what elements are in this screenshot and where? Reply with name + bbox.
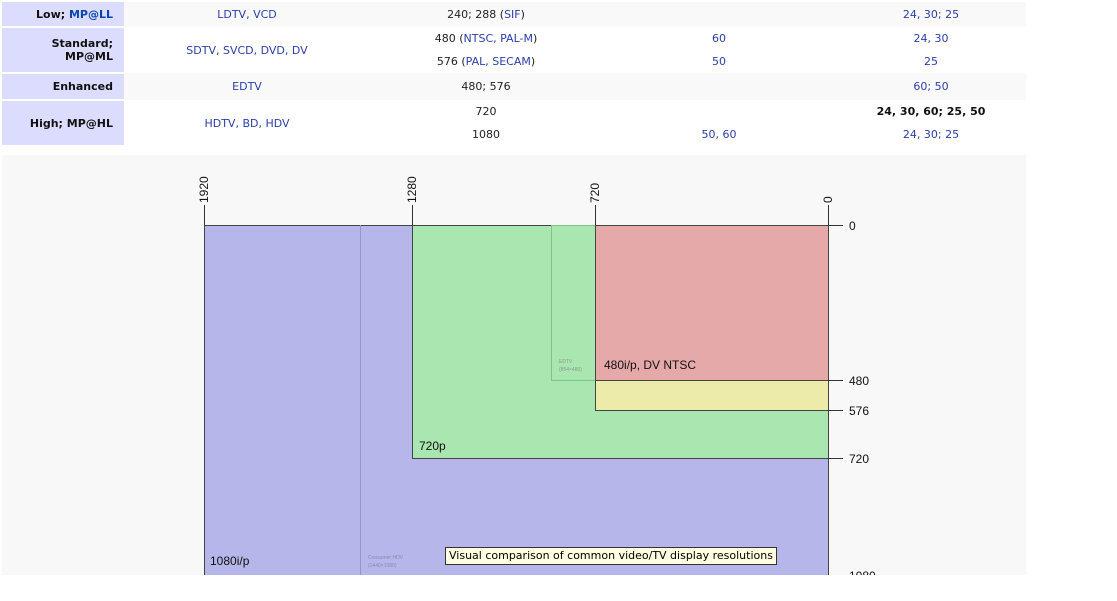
label-ntsc: 480i/p, DV NTSC: [604, 358, 696, 372]
lines-cell: 480; 576: [370, 73, 602, 100]
resolution-diagram: 1920 1280 720 0 0 480 576 720 1080 480i/…: [197, 176, 876, 575]
tick-1080: 1080: [849, 569, 876, 575]
pal-link[interactable]: PAL, SECAM: [465, 55, 531, 68]
mp-ll-link[interactable]: MP@LL: [68, 7, 113, 21]
label-hdv: Consumer HDV: [368, 555, 404, 561]
fps-cell[interactable]: 25: [836, 50, 1026, 73]
resolution-comparison-figure[interactable]: 1920 1280 720 0 0 480 576 720 1080 480i/…: [2, 155, 1026, 575]
level-low-text: Low;: [36, 7, 69, 21]
formats-cell[interactable]: EDTV: [124, 73, 370, 100]
lines-text: 576 (: [436, 55, 466, 68]
formats-cell[interactable]: SDTV, SVCD, DVD, DV: [124, 27, 370, 73]
rate-cell: [602, 2, 836, 27]
formats-cell[interactable]: LDTV, VCD: [124, 2, 370, 27]
fps-cell[interactable]: 24, 30: [836, 27, 1026, 50]
label-hdv-size: (1440×1080): [368, 563, 397, 569]
lines-text: 240; 288 (: [447, 8, 505, 21]
table-row: Enhanced EDTV 480; 576 60; 50: [2, 73, 1026, 101]
right-axis: [828, 225, 843, 459]
table-row: High; MP@HL HDTV, BD, HDV 720 24, 30, 60…: [2, 100, 1026, 147]
row-header-standard: Standard; MP@ML: [2, 27, 124, 74]
resolution-table: Low; MP@LL LDTV, VCD 240; 288 (SIF) 24, …: [2, 2, 1026, 147]
table-row: 576 (PAL, SECAM) 50 25: [2, 50, 1026, 73]
rate-cell[interactable]: 50, 60: [602, 123, 836, 146]
lines-suffix: ): [532, 32, 538, 45]
lines-suffix: ): [530, 55, 536, 68]
table-row: Standard; MP@ML SDTV, SVCD, DVD, DV 480 …: [2, 27, 1026, 74]
label-edtv: EDTV: [559, 359, 573, 365]
lines-text: 480 (: [434, 32, 464, 45]
fps-cell: 24, 30, 60; 25, 50: [836, 100, 1026, 123]
lines-cell: 576 (PAL, SECAM): [370, 50, 602, 73]
label-edtv-size: (854×480): [559, 367, 582, 373]
rate-cell[interactable]: 50: [602, 50, 836, 73]
tick-1280: 1280: [405, 176, 419, 203]
fps-cell[interactable]: 60; 50: [836, 73, 1026, 100]
table-row: 1080 50, 60 24, 30; 25: [2, 123, 1026, 146]
row-header-enhanced: Enhanced: [2, 73, 124, 101]
tick-1920: 1920: [197, 176, 211, 203]
lines-cell: 480 (NTSC, PAL-M): [370, 27, 602, 50]
ntsc-link[interactable]: NTSC, PAL-M: [463, 32, 533, 45]
top-axis: [204, 205, 829, 225]
formats-cell[interactable]: HDTV, BD, HDV: [124, 100, 370, 146]
rate-cell[interactable]: 60: [602, 27, 836, 50]
lines-cell: 240; 288 (SIF): [370, 2, 602, 27]
fps-cell[interactable]: 24, 30; 25: [836, 123, 1026, 146]
fps-cell[interactable]: 24, 30; 25: [836, 2, 1026, 27]
ntsc-area: [595, 225, 829, 381]
tick-0-right: 0: [849, 219, 856, 233]
rate-cell: [602, 100, 836, 123]
label-1080: 1080i/p: [210, 554, 250, 568]
label-720p: 720p: [419, 439, 446, 453]
tick-576: 576: [849, 404, 869, 418]
tick-720-top: 720: [588, 183, 602, 203]
tick-0-top: 0: [821, 196, 835, 203]
rate-cell: [602, 73, 836, 100]
lines-suffix: ): [520, 8, 525, 21]
row-header-high: High; MP@HL: [2, 100, 124, 147]
lines-cell: 1080: [370, 123, 602, 146]
tick-480: 480: [849, 374, 869, 388]
table-row: Low; MP@LL LDTV, VCD 240; 288 (SIF) 24, …: [2, 2, 1026, 28]
lines-cell: 720: [370, 100, 602, 123]
tick-720-right: 720: [849, 452, 869, 466]
sif-link[interactable]: SIF: [504, 8, 521, 21]
figure-tooltip: Visual comparison of common video/TV dis…: [445, 547, 777, 565]
row-header-low: Low; MP@LL: [2, 2, 124, 28]
